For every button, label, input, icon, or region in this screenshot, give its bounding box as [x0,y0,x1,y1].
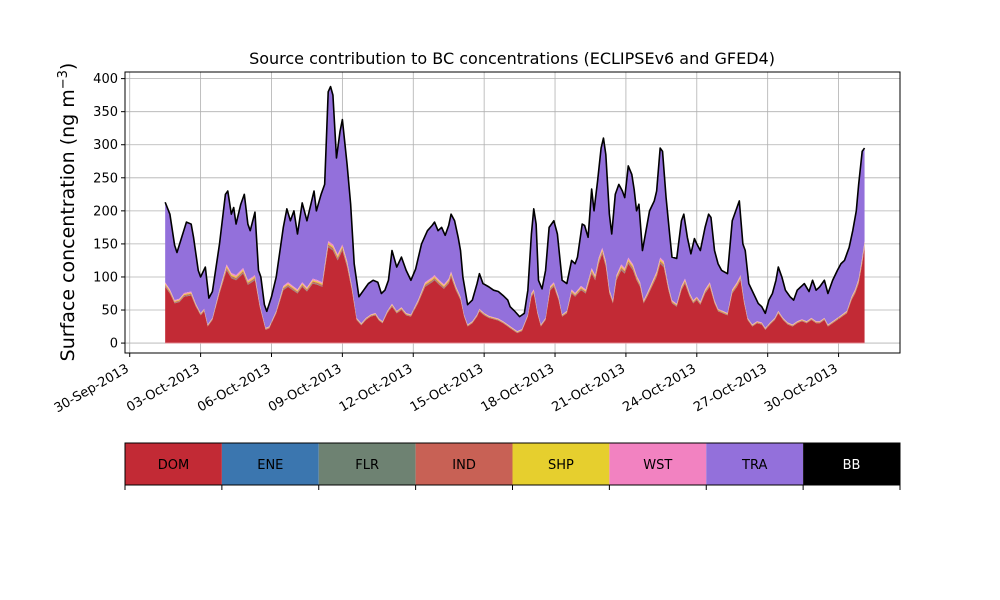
y-tick-label: 200 [93,204,118,219]
legend-swatch-ind [415,443,513,485]
y-tick-label: 250 [93,171,118,186]
x-tick-label: 18-Oct-2013 [479,361,557,415]
area-flr [165,244,865,333]
colorbar-legend: DOM ENE FLR IND SHP WST TRA BB [124,442,901,490]
x-tick-label: 15-Oct-2013 [408,361,486,415]
y-tick-label: 150 [93,237,118,252]
y-tick-label: 400 [93,72,118,87]
stacked-areas [165,86,865,344]
x-tick-label: 03-Oct-2013 [124,361,202,415]
legend-label-ind: IND [452,458,476,473]
legend-label-wst: WST [643,458,672,473]
legend-label-flr: FLR [355,458,379,473]
x-tick-label: 27-Oct-2013 [691,361,769,415]
y-tick-label: 350 [93,105,118,120]
legend-label-ene: ENE [257,458,283,473]
area-dom [165,247,865,344]
x-axis: 30-Sep-201303-Oct-201306-Oct-201309-Oct-… [52,353,841,416]
legend-swatch-shp [512,443,610,485]
chart-title: Source contribution to BC concentrations… [249,49,775,68]
legend-swatch-tra [706,443,804,485]
total-line [164,85,866,318]
y-axis: 0 50 100 150 200 250 300 350 400 [93,72,125,352]
area-ind [165,243,865,333]
legend-swatch-flr [318,443,416,485]
x-tick-label: 30-Oct-2013 [762,361,840,415]
x-tick-label: 06-Oct-2013 [195,361,273,415]
y-tick-label: 50 [101,304,118,319]
legend-label-shp: SHP [548,458,574,473]
legend-swatch-dom [125,443,222,485]
area-tra [165,86,865,332]
legend-label-bb: BB [843,458,861,473]
y-axis-label: Surface concentration (ng m−3) [56,63,79,362]
y-tick-label: 300 [93,138,118,153]
x-tick-label: 24-Oct-2013 [620,361,698,415]
x-tick-label: 30-Sep-2013 [52,361,132,416]
legend-label-dom: DOM [158,458,189,473]
legend-swatch-wst [609,443,707,485]
y-axis-label-main: Surface concentration (ng m [57,89,79,361]
y-axis-label-exponent: −3 [56,70,71,89]
legend-swatch-ene [221,443,319,485]
y-tick-label: 100 [93,270,118,285]
x-tick-label: 09-Oct-2013 [266,361,344,415]
legend-label-tra: TRA [741,458,767,473]
plot-frame [124,71,901,354]
x-tick-label: 12-Oct-2013 [337,361,415,415]
y-tick-label: 0 [110,337,118,352]
x-tick-label: 21-Oct-2013 [550,361,628,415]
legend-swatch-bb [803,443,900,485]
total-bb-line [164,85,866,318]
y-axis-label-close: ) [57,63,79,70]
